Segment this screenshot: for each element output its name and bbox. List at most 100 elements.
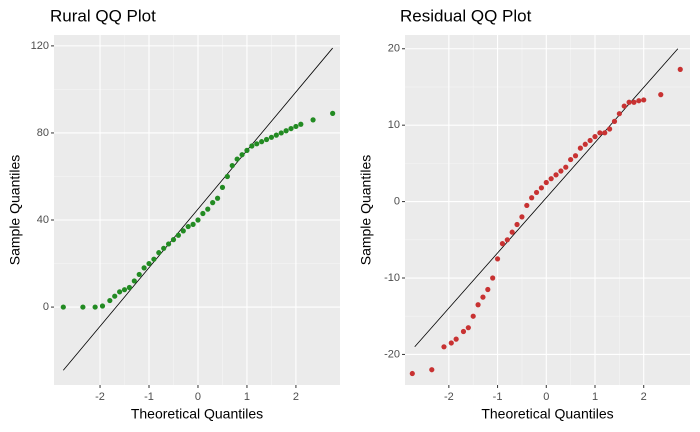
point [641, 97, 647, 103]
point [626, 99, 632, 105]
point [504, 237, 510, 243]
point [587, 137, 593, 144]
point [161, 245, 167, 251]
point [524, 202, 530, 209]
point [92, 304, 98, 310]
point [514, 221, 520, 228]
point [141, 265, 147, 271]
point [121, 287, 128, 293]
point [453, 336, 459, 342]
point [441, 344, 447, 350]
point [273, 132, 279, 138]
x-tick-label: -2 [444, 391, 454, 403]
point [475, 302, 481, 308]
x-tick-label: 1 [244, 391, 250, 403]
x-tick-label: 0 [195, 391, 201, 403]
point [165, 241, 172, 247]
point [126, 284, 133, 291]
x-tick-label: 2 [641, 391, 647, 403]
point [519, 214, 525, 220]
point [259, 139, 265, 145]
point [330, 110, 336, 116]
point [658, 92, 664, 98]
point [229, 162, 235, 169]
point [543, 179, 549, 186]
point [485, 286, 491, 293]
point [582, 141, 588, 147]
point [185, 223, 191, 230]
point [175, 232, 181, 238]
point [268, 134, 275, 140]
point [568, 156, 574, 163]
y-tick-label: 0 [43, 301, 49, 313]
point [490, 275, 496, 281]
point [480, 294, 486, 300]
point [214, 195, 221, 201]
point [592, 134, 598, 140]
y-tick-label: 120 [31, 40, 49, 52]
point [249, 143, 255, 149]
point [597, 130, 603, 136]
point [156, 250, 162, 256]
y-tick-label: -20 [384, 348, 400, 360]
point [558, 168, 564, 174]
y-tick-label: 0 [394, 196, 400, 208]
point [611, 118, 618, 124]
point [234, 156, 240, 162]
point [298, 121, 304, 127]
point [278, 130, 284, 136]
point [548, 176, 554, 182]
point [288, 125, 294, 132]
point [205, 206, 211, 212]
point [602, 130, 608, 136]
chart-title: Rural QQ Plot [50, 6, 156, 25]
point [107, 297, 113, 304]
point [310, 117, 316, 123]
point [244, 147, 250, 153]
point [621, 103, 627, 109]
point [607, 126, 613, 132]
point [429, 367, 435, 373]
y-tick-label: 10 [388, 119, 400, 131]
point [239, 152, 245, 158]
point [470, 313, 476, 319]
x-axis-title: Theoretical Quantiles [481, 406, 613, 422]
point [195, 217, 201, 223]
point [224, 173, 230, 180]
point [616, 111, 622, 117]
x-tick-label: -1 [493, 391, 503, 403]
x-tick-label: 1 [592, 391, 598, 403]
point [112, 293, 118, 299]
point [200, 210, 206, 217]
point [494, 256, 501, 262]
panel-background [405, 35, 690, 385]
y-tick-label: 40 [37, 214, 49, 226]
y-axis-title: Sample Quantiles [7, 155, 23, 266]
point [448, 340, 454, 346]
point [180, 228, 186, 234]
chart-title: Residual QQ Plot [400, 6, 532, 25]
point [136, 271, 142, 278]
x-tick-label: 2 [293, 391, 299, 403]
y-tick-label: -10 [384, 272, 400, 284]
point [572, 153, 579, 159]
point [409, 370, 415, 377]
point [577, 145, 583, 151]
point [117, 289, 123, 295]
reference-line [414, 48, 679, 348]
point [210, 199, 216, 206]
point [631, 99, 637, 105]
point [563, 164, 569, 170]
point [99, 303, 106, 309]
x-tick-label: 0 [543, 391, 549, 403]
y-axis-title: Sample Quantiles [358, 155, 374, 266]
point [283, 128, 289, 134]
point [533, 189, 540, 196]
point [131, 278, 137, 284]
point [60, 304, 66, 310]
y-tick-label: 20 [388, 43, 400, 55]
point [465, 325, 471, 331]
x-tick-label: -1 [144, 391, 154, 403]
point [529, 195, 535, 201]
